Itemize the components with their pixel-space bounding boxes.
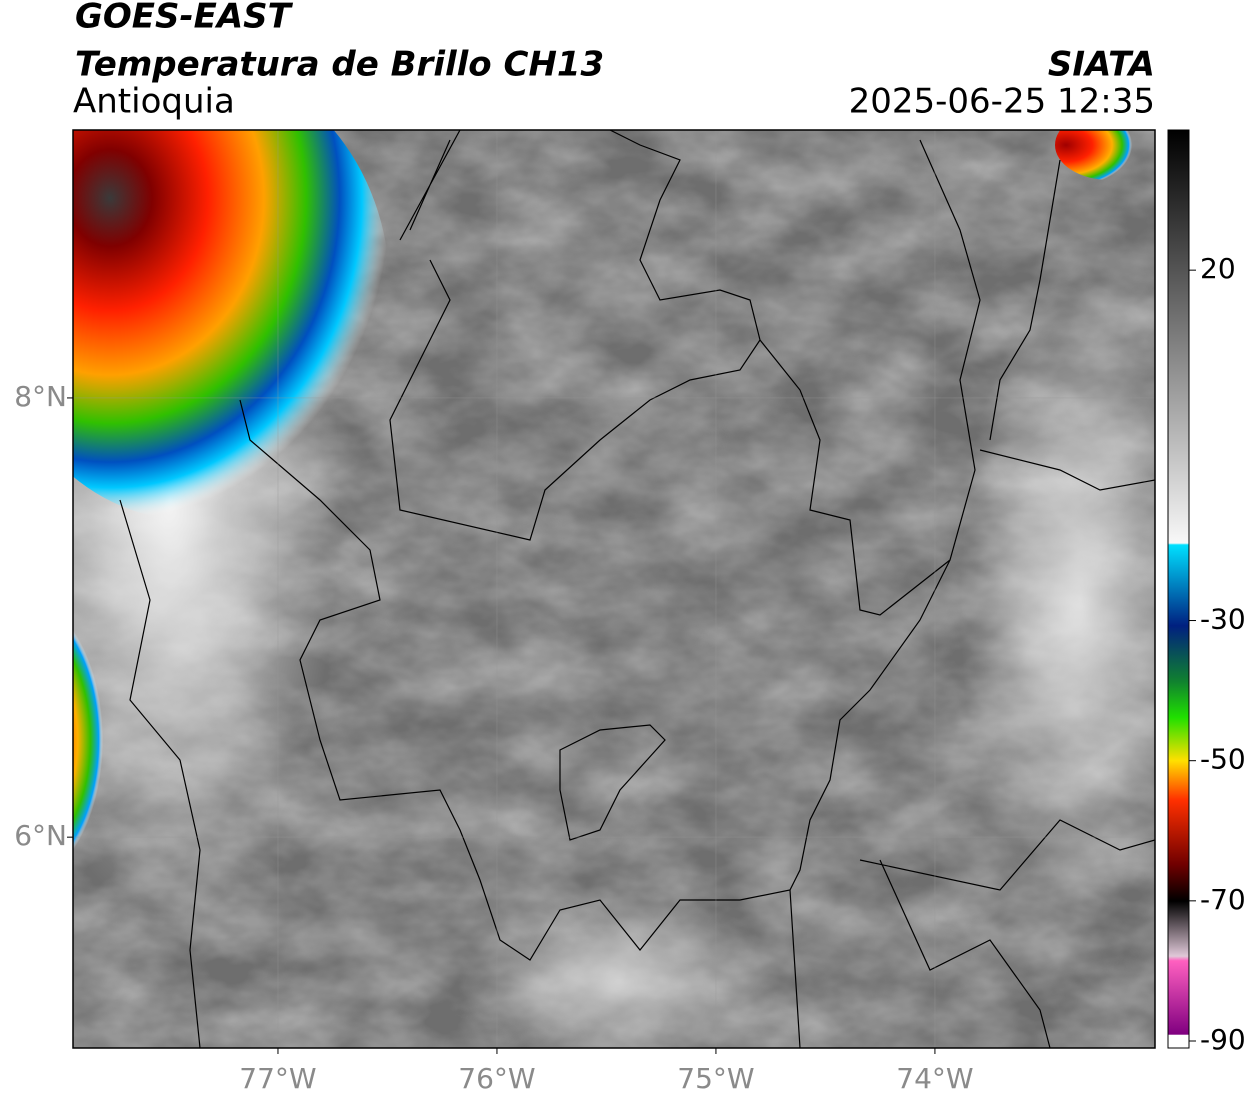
colorbar-tick-label: -50 — [1200, 743, 1246, 776]
subtitle: Temperatura de Brillo CH13 — [75, 45, 604, 85]
y-tick-label: 8°N — [14, 380, 67, 413]
graticule — [73, 130, 1155, 1048]
y-tick-label: 6°N — [14, 819, 67, 852]
region: Antioquia — [73, 82, 235, 122]
datetime: 2025-06-25 12:35 — [849, 82, 1155, 122]
colorbar — [1167, 129, 1190, 1049]
colorbar-tick-label: -30 — [1200, 603, 1246, 636]
title: GOES-EAST — [75, 0, 294, 37]
boundaries — [119, 130, 1155, 1048]
colorbar-tick-label: -70 — [1200, 883, 1246, 916]
x-tick-label: 76°W — [458, 1062, 535, 1095]
x-tick-label: 75°W — [677, 1062, 754, 1095]
x-tick-label: 77°W — [239, 1062, 316, 1095]
x-tick-label: 74°W — [896, 1062, 973, 1095]
source: SIATA — [1048, 45, 1155, 85]
satellite-image — [73, 130, 1155, 1048]
map-frame — [72, 129, 1156, 1049]
colorbar-tick-label: 20 — [1200, 252, 1236, 285]
colorbar-tick-label: -90 — [1200, 1023, 1246, 1056]
